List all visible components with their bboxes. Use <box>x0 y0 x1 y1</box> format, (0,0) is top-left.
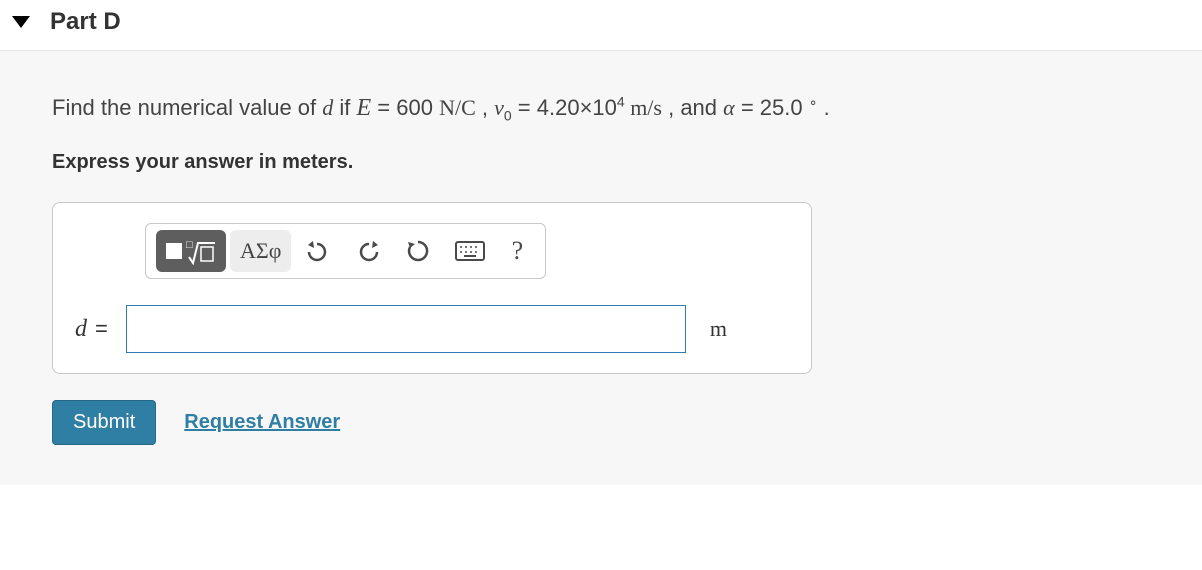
instruction: Express your answer in meters. <box>52 151 1150 174</box>
v-eq: = 4.20×10 <box>512 95 617 120</box>
answer-row: d = m <box>75 305 789 353</box>
var-E: E <box>357 95 372 121</box>
problem-statement: Find the numerical value of d if E = 600… <box>52 89 1150 127</box>
part-title: Part D <box>50 8 121 36</box>
unit-C: C <box>461 95 476 120</box>
sep1: , <box>476 95 494 120</box>
var-d: d <box>322 95 333 120</box>
v-unit: m/s <box>625 95 662 120</box>
problem-prefix: Find the numerical value of <box>52 95 322 120</box>
svg-text:□: □ <box>186 239 193 251</box>
unit-N: N <box>439 95 455 120</box>
part-header[interactable]: Part D <box>0 0 1202 50</box>
request-answer-link[interactable]: Request Answer <box>184 411 340 434</box>
v-exp: 4 <box>617 94 625 110</box>
answer-box: □ ΑΣφ <box>52 202 812 374</box>
undo-button[interactable] <box>295 230 341 272</box>
equation-toolbar: □ ΑΣφ <box>145 223 546 279</box>
greek-button[interactable]: ΑΣφ <box>230 230 291 272</box>
content-panel: Find the numerical value of d if E = 600… <box>0 50 1202 485</box>
placeholder-icon <box>166 243 182 259</box>
var-v: v <box>494 95 504 120</box>
keyboard-button[interactable] <box>445 230 495 272</box>
var-alpha: α <box>723 95 735 120</box>
help-button[interactable]: ? <box>499 230 535 272</box>
answer-unit: m <box>710 316 727 342</box>
redo-icon <box>355 239 381 263</box>
undo-icon <box>305 239 331 263</box>
greek-label: ΑΣφ <box>240 238 281 264</box>
templates-button[interactable]: □ <box>156 230 226 272</box>
help-label: ? <box>512 236 524 266</box>
answer-input[interactable] <box>126 305 686 353</box>
actions-row: Submit Request Answer <box>52 400 1150 445</box>
answer-eq: = <box>95 316 108 342</box>
collapse-caret-icon[interactable] <box>12 16 30 28</box>
submit-button[interactable]: Submit <box>52 400 156 445</box>
redo-button[interactable] <box>345 230 391 272</box>
E-eq: = 600 <box>371 95 439 120</box>
reset-button[interactable] <box>395 230 441 272</box>
if-text: if <box>333 95 356 120</box>
period: . <box>817 95 829 120</box>
radical-icon: □ <box>186 237 216 265</box>
v-sub: 0 <box>504 107 512 123</box>
answer-var: d <box>75 316 87 343</box>
keyboard-icon <box>455 241 485 261</box>
reset-icon <box>405 238 431 264</box>
alpha-eq: = 25.0 <box>735 95 809 120</box>
sep2: , and <box>662 95 723 120</box>
